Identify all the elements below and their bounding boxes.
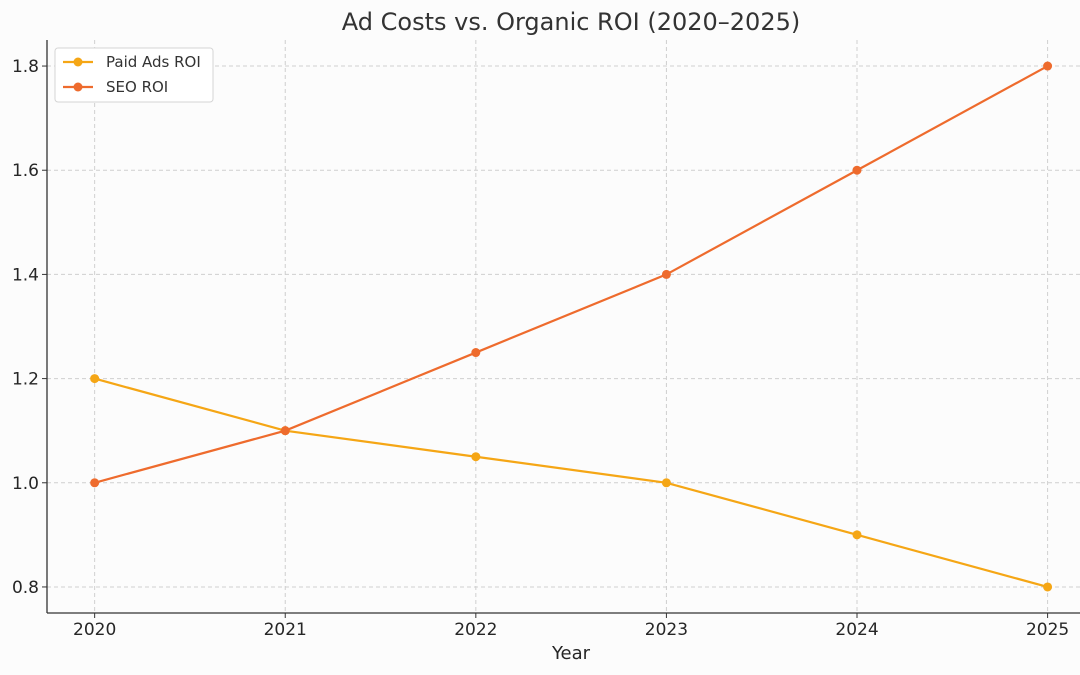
y-tick-label: 1.6 [12, 161, 39, 181]
x-tick-label: 2021 [264, 620, 307, 640]
y-tick-label: 1.4 [12, 265, 39, 285]
series-seo-roi [90, 61, 1053, 488]
x-tick-label: 2024 [835, 620, 878, 640]
data-point [90, 374, 100, 384]
data-point [852, 165, 862, 175]
axes [46, 40, 1080, 614]
x-ticks: 2020 2021 2022 2023 2024 2025 [73, 613, 1069, 640]
chart-title: Ad Costs vs. Organic ROI (2020–2025) [342, 8, 800, 36]
series-line [94, 377, 1048, 589]
series-line [94, 65, 1049, 484]
y-tick-label: 1.0 [12, 474, 39, 494]
data-point [1043, 582, 1053, 592]
y-ticks: 0.8 1.0 1.2 1.4 1.6 1.8 [12, 57, 47, 598]
data-point [852, 530, 862, 540]
legend-box [54, 47, 214, 103]
data-point [1043, 61, 1053, 71]
grid [47, 40, 1080, 613]
y-tick-label: 1.8 [12, 57, 39, 77]
data-point [661, 478, 671, 488]
data-point [661, 269, 671, 279]
legend-label: Paid Ads ROI [106, 53, 201, 71]
legend-label: SEO ROI [106, 78, 168, 96]
data-point [280, 426, 290, 436]
x-tick-label: 2020 [73, 620, 116, 640]
x-axis-label: Year [551, 643, 591, 664]
data-point [90, 478, 100, 488]
x-tick-label: 2022 [454, 620, 497, 640]
legend-marker [73, 82, 83, 92]
data-point [471, 452, 481, 462]
series-paid-ads-roi [90, 374, 1053, 592]
x-tick-label: 2023 [645, 620, 688, 640]
series [90, 61, 1053, 592]
legend-marker [73, 57, 83, 67]
x-tick-label: 2025 [1026, 620, 1069, 640]
data-point [471, 348, 481, 358]
legend: Paid Ads ROI SEO ROI [54, 47, 214, 103]
y-tick-label: 0.8 [12, 578, 39, 598]
y-tick-label: 1.2 [12, 370, 39, 390]
